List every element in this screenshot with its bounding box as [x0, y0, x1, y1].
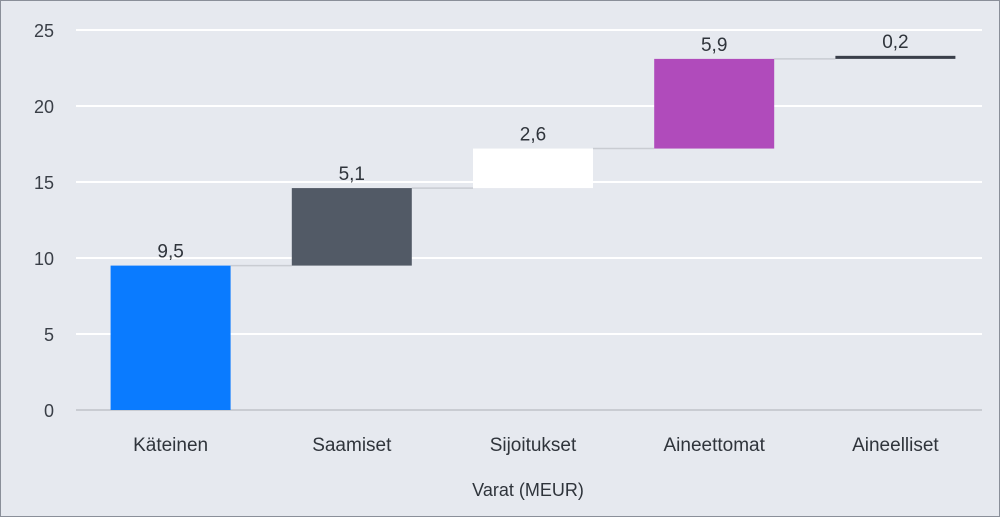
- y-tick-label: 25: [34, 21, 54, 41]
- x-category-label: Käteinen: [133, 435, 208, 456]
- bars: [110, 55, 956, 410]
- data-label: 2,6: [520, 125, 546, 146]
- bar-aineettomat: [654, 58, 775, 149]
- data-label: 5,1: [339, 164, 365, 185]
- bar-käteinen: [110, 265, 231, 410]
- y-axis-ticks: 0 5 10 15 20 25: [34, 21, 54, 421]
- x-category-label: Sijoitukset: [490, 435, 577, 456]
- data-label: 5,9: [701, 35, 727, 56]
- y-tick-label: 10: [34, 249, 54, 269]
- data-labels: 9,5 5,1 2,6 5,9 0,2: [157, 32, 908, 263]
- x-axis-title: Varat (MEUR): [472, 480, 584, 500]
- x-category-label: Saamiset: [312, 435, 392, 456]
- y-tick-label: 20: [34, 97, 54, 117]
- y-tick-label: 15: [34, 173, 54, 193]
- connector-lines: [230, 58, 836, 267]
- y-tick-label: 0: [44, 401, 54, 421]
- data-label: 0,2: [882, 32, 908, 53]
- bar-sijoitukset: [473, 148, 593, 189]
- data-label: 9,5: [157, 242, 183, 263]
- x-axis-categories: Käteinen Saamiset Sijoitukset Aineettomat Ai…: [133, 435, 939, 456]
- x-category-label: Aineettomat: [663, 435, 765, 456]
- bar-aineelliset: [835, 55, 956, 59]
- bar-saamiset: [291, 188, 412, 266]
- x-category-label: Aineelliset: [852, 435, 939, 456]
- y-tick-label: 5: [44, 325, 54, 345]
